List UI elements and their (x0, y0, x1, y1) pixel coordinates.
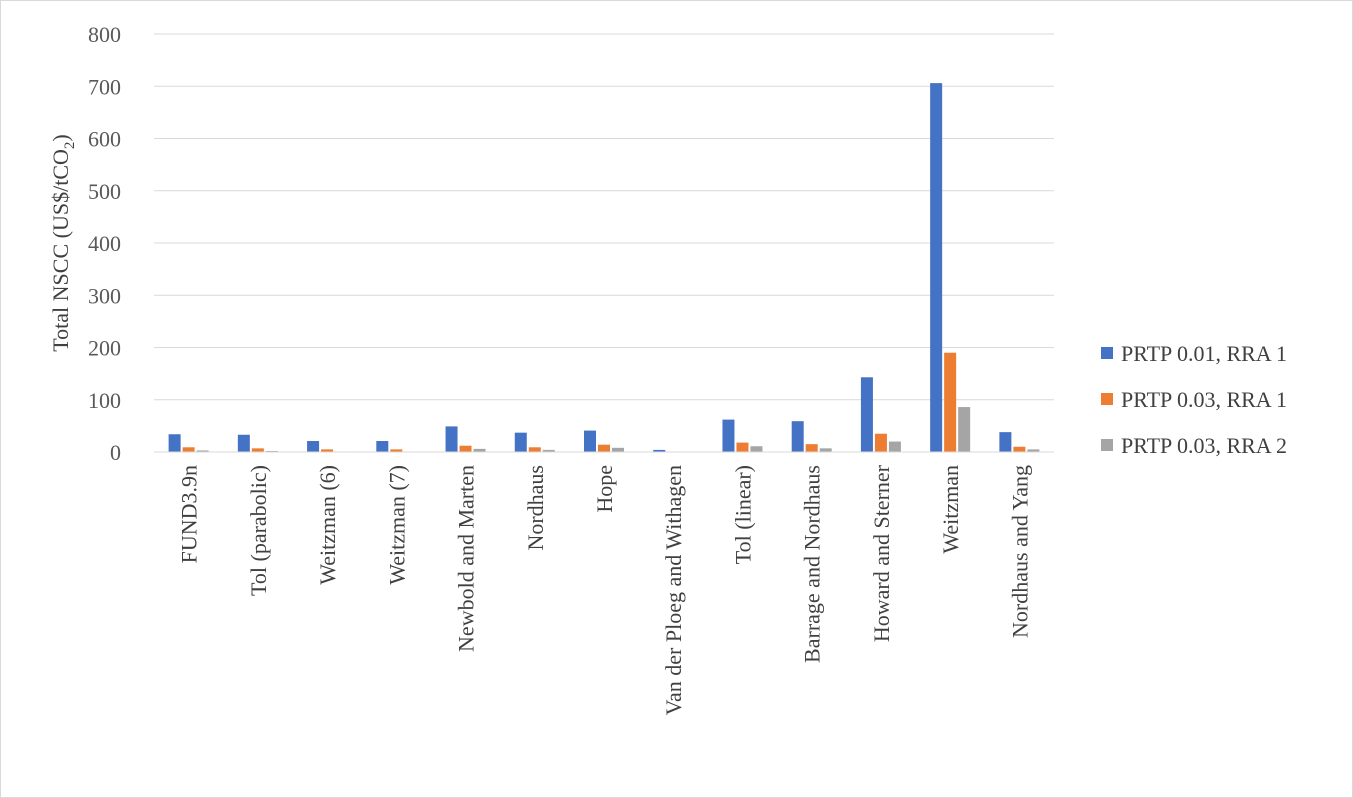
legend-label: PRTP 0.03, RRA 1 (1121, 387, 1287, 412)
bar (196, 450, 209, 452)
x-category-labels: FUND3.9n Tol (parabolic) Weitzman (6) Weitz… (177, 464, 1033, 715)
bar (598, 444, 610, 452)
bar (819, 448, 832, 452)
y-axis-title: Total NSCC (US$/tCO2) (48, 134, 78, 351)
bars (168, 83, 1040, 453)
x-category-label: Weitzman (938, 465, 963, 554)
bar (321, 449, 334, 452)
x-category-label: FUND3.9n (177, 465, 202, 563)
x-category-label: Howard and Sterner (869, 464, 894, 642)
y-tick-label: 300 (88, 283, 121, 308)
y-axis-title-main: Total NSCC (US$/tCO (48, 149, 73, 352)
bar (805, 444, 818, 452)
bar (265, 450, 278, 452)
y-tick-label: 600 (88, 127, 121, 152)
bar (376, 441, 389, 452)
x-category-label: Barrage and Nordhaus (800, 465, 825, 663)
bar (459, 445, 472, 452)
gridlines (154, 33, 1054, 401)
x-category-label: Nordhaus (523, 465, 548, 551)
y-axis-title-suffix: ) (48, 134, 73, 141)
y-tick-label: 100 (88, 388, 121, 413)
x-category-label: Tol (parabolic) (246, 465, 271, 596)
x-category-label: Van der Ploeg and Withagen (661, 465, 686, 715)
x-category-label: Nordhaus and Yang (1007, 465, 1032, 638)
y-axis-title-subscript: 2 (62, 142, 78, 150)
bar (514, 432, 527, 452)
legend-swatch (1101, 347, 1113, 359)
bar (860, 377, 873, 452)
bar (888, 441, 901, 452)
y-tick-label: 800 (88, 22, 121, 47)
x-category-label: Hope (592, 465, 617, 513)
bar (251, 448, 264, 452)
y-tick-label: 500 (88, 179, 121, 204)
bar (584, 430, 596, 452)
bar (542, 449, 555, 452)
bar (168, 434, 181, 452)
bar (307, 441, 320, 452)
bar (874, 433, 887, 452)
bar (750, 446, 763, 452)
bar (722, 419, 735, 452)
x-category-label: Weitzman (6) (315, 465, 340, 585)
x-category-label: Tol (linear) (730, 465, 755, 564)
y-tick-label: 0 (110, 440, 121, 465)
bar (237, 434, 250, 452)
x-category-label: Newbold and Marten (454, 465, 479, 652)
legend-swatch (1101, 393, 1113, 405)
bar (958, 407, 971, 452)
bar (612, 447, 624, 452)
bar (999, 432, 1012, 452)
bar (944, 352, 957, 452)
bar (791, 421, 804, 452)
legend-label: PRTP 0.03, RRA 2 (1121, 433, 1287, 458)
bar (736, 442, 749, 452)
y-tick-label: 700 (88, 74, 121, 99)
legend-label: PRTP 0.01, RRA 1 (1121, 341, 1287, 366)
legend: PRTP 0.01, RRA 1 PRTP 0.03, RRA 1 PRTP 0.0… (1101, 341, 1287, 458)
bar (1013, 446, 1026, 452)
bar (390, 449, 403, 452)
bar (528, 447, 541, 452)
bar (445, 426, 458, 452)
legend-swatch (1101, 439, 1113, 451)
x-category-label: Weitzman (7) (384, 465, 409, 585)
y-tick-labels: 0 100 200 300 400 500 600 700 800 (88, 22, 121, 465)
y-tick-label: 200 (88, 336, 121, 361)
bar (1027, 449, 1040, 452)
bar (653, 449, 666, 452)
bar (930, 83, 943, 453)
bar (473, 448, 486, 452)
bar (182, 447, 195, 452)
y-tick-label: 400 (88, 231, 121, 256)
